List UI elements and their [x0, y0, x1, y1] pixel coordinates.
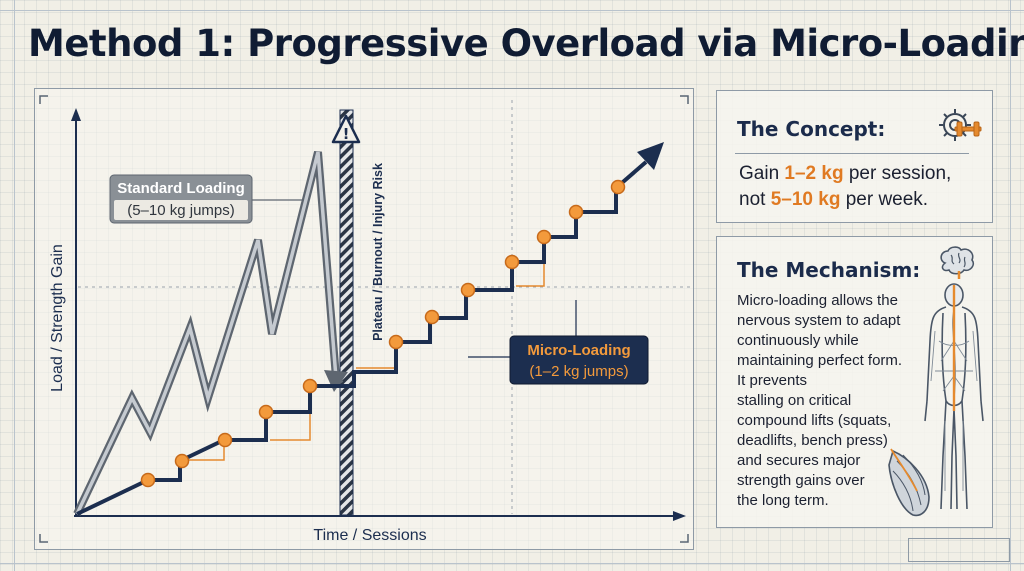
concept-text: Gain 1–2 kg per session, not 5–10 kg per…: [739, 161, 951, 213]
concept-line1-highlight: 1–2 kg: [784, 163, 844, 184]
mechanism-heading: The Mechanism:: [737, 258, 921, 282]
mechanism-line: maintaining perfect form.: [737, 352, 903, 369]
micro-loading-subtitle: (1–2 kg jumps): [529, 363, 628, 380]
mechanism-line: compound lifts (squats,: [737, 412, 892, 429]
chart-panel: [34, 88, 694, 550]
micro-loading-label: Micro-Loading (1–2 kg jumps): [509, 335, 649, 385]
page-title: Method 1: Progressive Overload via Micro…: [28, 22, 1024, 65]
micro-loading-dots: [140, 179, 626, 488]
concept-card: The Concept: Gain 1–2 kg per session, no…: [716, 90, 993, 223]
mechanism-line: nervous system to adapt: [737, 312, 901, 329]
panel-corner-marks: [39, 95, 689, 543]
brain-icon: [940, 246, 975, 279]
mechanism-line: Micro-loading allows the: [737, 292, 898, 309]
x-axis-label: Time / Sessions: [313, 527, 426, 544]
micro-loading-title: Micro-Loading: [527, 342, 630, 359]
frame-bottom-line: [0, 563, 1024, 564]
mechanism-line: the long term.: [737, 492, 829, 509]
concept-divider: [735, 153, 969, 154]
standard-loading-title: Standard Loading: [117, 180, 245, 197]
warning-triangle-icon: !: [331, 114, 361, 144]
concept-line1-pre: Gain: [739, 163, 785, 184]
concept-line1-post: per session,: [843, 163, 952, 184]
gear-dumbbell-icon: [939, 109, 982, 141]
barrier-label: Plateau / Burnout / Injury Risk: [371, 163, 385, 341]
concept-line2-highlight: 5–10 kg: [770, 189, 841, 210]
mechanism-text: Micro-loading allows the nervous system …: [737, 291, 927, 511]
mechanism-line: continuously while: [737, 332, 859, 349]
axes: [71, 108, 686, 521]
mechanism-line: It prevents: [737, 372, 808, 389]
mechanism-line: and secures major: [737, 452, 861, 469]
plateau-barrier: [339, 109, 354, 516]
standard-loading-label: Standard Loading (5–10 kg jumps): [109, 174, 253, 224]
footer-decoration: [908, 538, 1010, 562]
frame-right-line: [1010, 0, 1011, 571]
concept-line2-pre: not: [739, 189, 771, 210]
standard-loading-subtitle: (5–10 kg jumps): [127, 202, 235, 219]
mechanism-line: deadlifts, bench press): [737, 432, 888, 449]
standard-loading-line-inner: [75, 151, 338, 515]
standard-loading-arrowhead: [324, 370, 348, 392]
frame-top-line: [0, 10, 1024, 11]
y-axis-label: Load / Strength Gain: [49, 244, 66, 392]
frame-left-line: [14, 0, 15, 571]
mechanism-line: strength gains over: [737, 472, 865, 489]
concept-line2-post: per week.: [840, 189, 929, 210]
mechanism-line: stalling on critical: [737, 392, 852, 409]
concept-heading: The Concept:: [737, 117, 886, 141]
mechanism-card: The Mechanism: Micro-loading allows the …: [716, 236, 993, 528]
svg-text:!: !: [343, 125, 350, 143]
micro-loading-arrowhead: [637, 142, 664, 170]
muscle-icon: [888, 448, 930, 517]
nervous-system-body-icon: [924, 283, 984, 510]
